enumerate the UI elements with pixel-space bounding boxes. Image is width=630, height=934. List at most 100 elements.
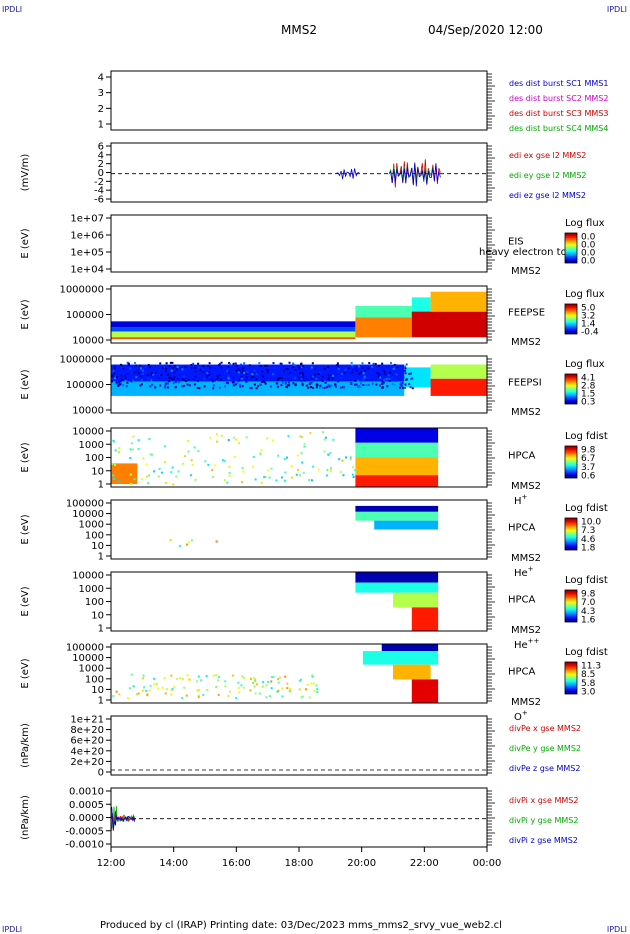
heatmap-cell (241, 371, 244, 374)
heatmap-cell (284, 381, 287, 384)
legend-entry: edi ez gse l2 MMS2 (509, 191, 586, 200)
heatmap-cell (220, 366, 223, 369)
heatmap-cell (218, 386, 221, 389)
heatmap-cell (349, 456, 352, 459)
heatmap-cell (377, 364, 380, 367)
heatmap-cell (161, 366, 164, 369)
heatmap-cell (292, 366, 295, 369)
heatmap-cell (311, 674, 314, 677)
heatmap-cell (398, 386, 401, 389)
heatmap-cell (339, 386, 342, 389)
heatmap-cell (121, 378, 124, 381)
heatmap-cell (140, 375, 143, 378)
heatmap-cell (259, 452, 262, 455)
heatmap-cell (295, 379, 298, 382)
heatmap-cell (136, 369, 139, 372)
heatmap-cell (242, 369, 245, 372)
heatmap-cell (270, 467, 273, 470)
heatmap-cell (159, 362, 162, 365)
series-line (110, 806, 136, 830)
heatmap-cell (228, 474, 231, 477)
heatmap-cell (241, 385, 244, 388)
heatmap-cell (183, 378, 186, 381)
heatmap-cell (135, 376, 138, 379)
heatmap-cell (132, 435, 135, 438)
heatmap-cell (219, 378, 222, 381)
heatmap-cell (277, 377, 280, 380)
heatmap-cell (212, 476, 215, 479)
heatmap-cell (248, 364, 251, 367)
heatmap-cell (281, 695, 284, 698)
heatmap-cell (306, 683, 309, 686)
heatmap-cell (272, 373, 275, 376)
heatmap-cell (237, 442, 240, 445)
species-label: He+ (514, 565, 534, 579)
heatmap-cell (315, 684, 318, 687)
heatmap-cell (382, 369, 385, 372)
y-axis-label: E (eV) (20, 658, 31, 688)
colorbar-tick-label: 0.0 (581, 241, 596, 251)
heatmap-cell (198, 387, 201, 390)
heatmap-cell (196, 386, 199, 389)
heatmap-cell (130, 380, 133, 383)
heatmap-cell (187, 450, 190, 453)
heatmap-cell (295, 473, 298, 476)
heatmap-cell (193, 383, 196, 386)
colorbar-tick-label: 3.7 (581, 463, 595, 473)
heatmap-cell (394, 379, 397, 382)
legend-entry: des dist burst SC2 MMS2 (509, 94, 608, 103)
heatmap-cell (404, 365, 407, 368)
heatmap-cell (239, 385, 242, 388)
heatmap-cell (224, 385, 227, 388)
heatmap-cell (171, 466, 174, 469)
y-tick-label: 4e+20 (70, 746, 104, 757)
heatmap-cell (192, 365, 195, 368)
heatmap-cell (197, 675, 200, 678)
heatmap-cell (118, 693, 121, 696)
heatmap-cell (254, 678, 257, 681)
heatmap-cell (293, 363, 296, 366)
heatmap-cell (168, 365, 171, 368)
heatmap-cell (327, 365, 330, 368)
panel-frame (110, 214, 488, 273)
legend-entry: divPe x gse MMS2 (509, 724, 581, 733)
heatmap-cell (113, 377, 116, 380)
heatmap-cell (405, 363, 408, 366)
heatmap-cell (411, 297, 431, 315)
heatmap-cell (280, 363, 283, 366)
heatmap-cell (149, 684, 152, 687)
heatmap-cell (283, 479, 286, 482)
colorbar-tick-label: 1.4 (581, 320, 596, 330)
heatmap-cell (355, 383, 358, 386)
heatmap-cell (237, 379, 240, 382)
heatmap-cell (287, 381, 290, 384)
heatmap-cell (186, 674, 189, 677)
heatmap-cell (134, 361, 137, 364)
heatmap-cell (209, 367, 212, 370)
heatmap-cell (314, 367, 317, 370)
heatmap-cell (232, 384, 235, 387)
colorbar (564, 589, 578, 623)
heatmap-cell (129, 367, 132, 370)
heatmap-cell (265, 376, 268, 379)
heatmap-cell (349, 378, 352, 381)
y-tick-label: 100 (85, 530, 104, 541)
corner-label-tr: IPDLI (606, 5, 627, 14)
heatmap-cell (241, 466, 244, 469)
heatmap-cell (227, 365, 230, 368)
heatmap-cell (299, 435, 302, 438)
heatmap-cell (281, 381, 284, 384)
heatmap-cell (187, 541, 190, 544)
heatmap-cell (262, 375, 265, 378)
heatmap-cell (336, 363, 339, 366)
heatmap-cell (251, 465, 254, 468)
heatmap-cell (364, 369, 367, 372)
heatmap-cell (163, 386, 166, 389)
heatmap-cell (393, 384, 396, 387)
heatmap-cell (132, 685, 135, 688)
heatmap-cell (167, 376, 170, 379)
heatmap-cell (120, 376, 123, 379)
heatmap-cell (228, 370, 231, 373)
heatmap-cell (190, 539, 193, 542)
heatmap-cell (272, 362, 275, 365)
